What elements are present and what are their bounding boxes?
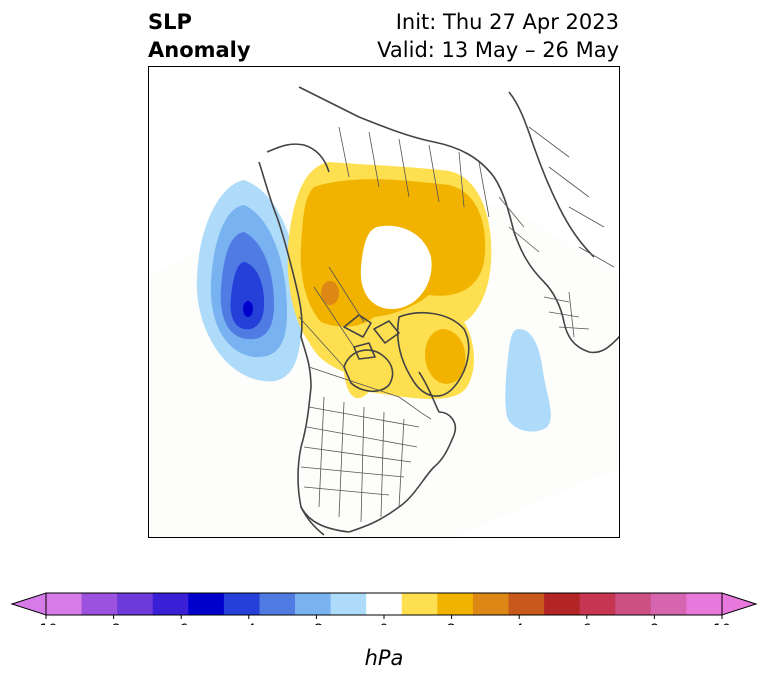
mexico-coast	[300, 506, 325, 536]
colorbar-unit-label: hPa	[364, 646, 404, 670]
alaska-coast	[266, 143, 330, 173]
colorbar-tick-label: 8	[650, 622, 659, 625]
colorbar-swatch	[295, 593, 332, 615]
map-title: SLP Anomaly	[148, 8, 251, 64]
political-borders	[298, 126, 615, 523]
east-asia-coast	[508, 91, 595, 258]
colorbar-swatch	[366, 593, 403, 615]
anomaly-core	[243, 301, 253, 317]
colorbar-swatch	[544, 593, 581, 615]
colorbar-swatch	[437, 593, 474, 615]
colorbar-ticks: -10 -8 -6 -4 -2 0 2 4 6 8 10	[35, 615, 731, 625]
colorbar-tick-label: 2	[447, 622, 456, 625]
colorbar-tick-label: -6	[174, 622, 188, 625]
title-line-2: Anomaly	[148, 38, 251, 62]
colorbar-swatch	[117, 593, 154, 615]
colorbar: -10 -8 -6 -4 -2 0 2 4 6 8 10	[10, 592, 758, 625]
colorbar-swatch	[81, 593, 118, 615]
us-state-lines	[300, 396, 420, 523]
colorbar-swatch	[223, 593, 260, 615]
atlantic-low-anomaly	[505, 329, 551, 432]
colorbar-swatch	[152, 593, 189, 615]
colorbar-swatch	[330, 593, 367, 615]
anomaly-contour-neg4	[230, 262, 265, 330]
colorbar-swatch	[579, 593, 616, 615]
colorbar-swatch	[472, 593, 510, 615]
north-america-west-coast	[258, 161, 350, 533]
colorbar-swatch	[188, 593, 225, 615]
colorbar-swatch	[259, 593, 296, 615]
valid-dates: Valid: 13 May – 26 May	[377, 38, 619, 62]
date-info: Init: Thu 27 Apr 2023 Valid: 13 May – 26…	[377, 8, 619, 64]
us-canada-border	[308, 366, 432, 420]
map-panel	[148, 66, 620, 538]
europe-internal-lines	[543, 291, 590, 338]
colorbar-swatch	[615, 593, 652, 615]
colorbar-swatches	[46, 593, 723, 615]
pacific-low-anomaly	[196, 180, 302, 382]
colorbar-tick-label: -2	[309, 622, 323, 625]
arctic-archipelago	[343, 314, 400, 360]
arctic-high-anomaly	[287, 162, 492, 399]
greenland	[396, 311, 470, 397]
init-date: Init: Thu 27 Apr 2023	[395, 10, 619, 34]
anomaly-contour-pos3	[424, 329, 466, 384]
colorbar-max-arrow	[721, 592, 758, 616]
colorbar-tick-label: 0	[380, 622, 389, 625]
colorbar-tick-label: 6	[582, 622, 591, 625]
anomaly-max	[321, 281, 339, 305]
europe-coast	[543, 281, 619, 354]
colorbar-swatch	[401, 593, 438, 615]
north-america-east-coast	[348, 371, 457, 533]
colorbar-tick-label: 10	[713, 622, 731, 625]
eurasia-coast	[298, 86, 545, 283]
polar-gap	[360, 225, 432, 310]
colorbar-min-arrow	[10, 592, 47, 616]
title-line-1: SLP	[148, 10, 192, 34]
colorbar-tick-label: -10	[35, 622, 58, 625]
colorbar-swatch	[650, 593, 687, 615]
colorbar-tick-label: -8	[107, 622, 121, 625]
colorbar-swatch	[508, 593, 545, 615]
canada-province-lines	[298, 266, 365, 368]
hudson-bay	[343, 349, 394, 392]
colorbar-swatch	[46, 593, 83, 615]
colorbar-tick-label: 4	[515, 622, 524, 625]
eurasia-internal-lines	[338, 126, 615, 268]
coastlines	[258, 86, 619, 536]
colorbar-tick-label: -4	[242, 622, 256, 625]
map-canvas	[149, 86, 619, 537]
colorbar-swatch	[686, 593, 723, 615]
